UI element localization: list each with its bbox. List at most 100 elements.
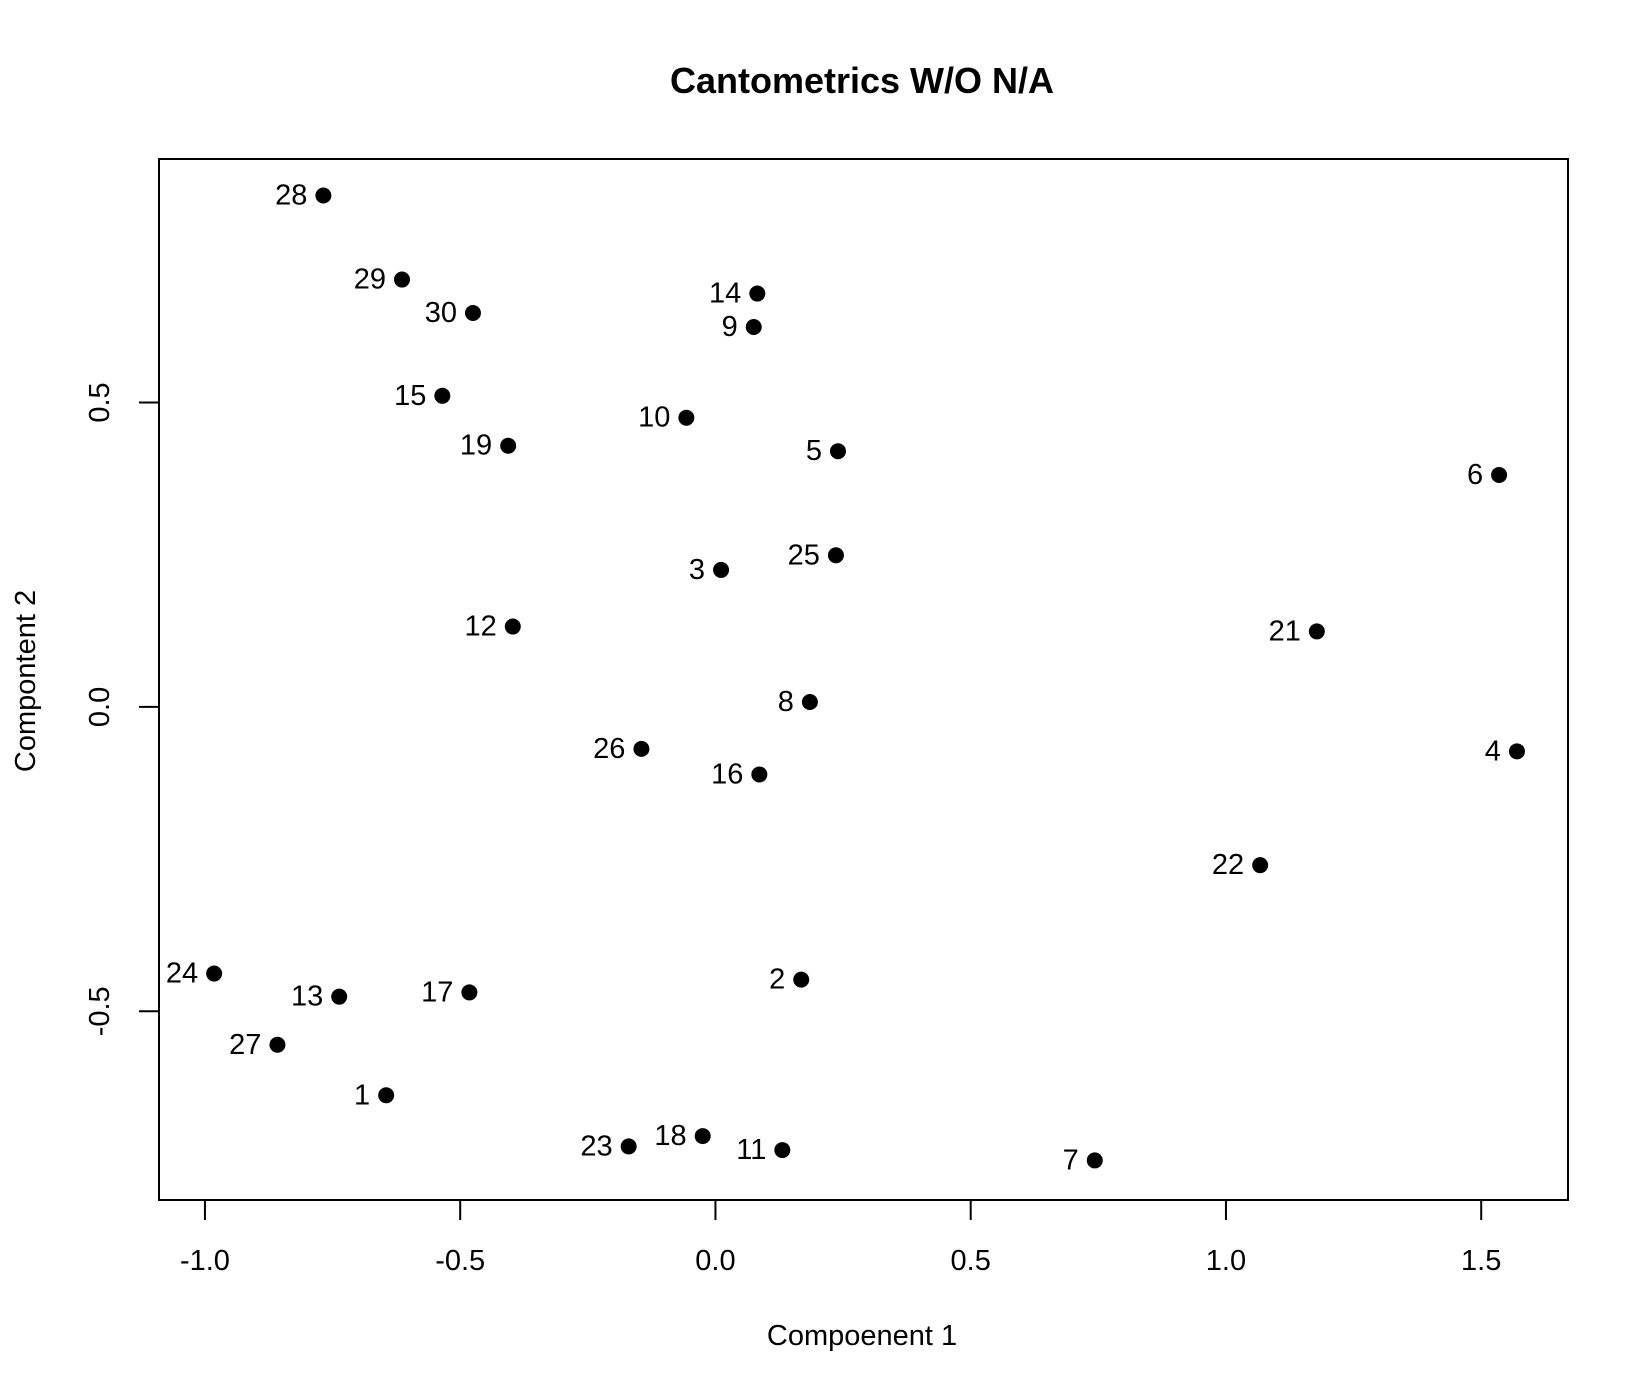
point-label: 29 (354, 264, 386, 296)
x-tick-label: 1.0 (1206, 1245, 1246, 1277)
point-label: 3 (689, 554, 705, 586)
point-label: 21 (1269, 615, 1301, 647)
point-label: 2 (769, 964, 785, 996)
point-label: 25 (788, 539, 820, 571)
data-point: 22 (1212, 849, 1269, 881)
point-label: 1 (354, 1079, 370, 1111)
point-marker (378, 1087, 395, 1104)
point-label: 17 (421, 976, 453, 1008)
x-tick-label: 0.5 (951, 1245, 991, 1277)
y-tick-label: 0.5 (84, 382, 116, 422)
point-marker (633, 740, 650, 757)
data-point: 7 (1063, 1144, 1103, 1176)
point-label: 10 (638, 402, 670, 434)
point-marker (504, 618, 521, 635)
point-label: 13 (291, 981, 323, 1013)
x-axis: -1.0 -0.5 0.0 0.5 1.0 1.5 (180, 1199, 1501, 1277)
data-points: 1234567891011121314151617181921222324252… (166, 180, 1525, 1176)
point-marker (827, 547, 844, 564)
point-label: 28 (275, 180, 307, 212)
point-marker (434, 387, 451, 404)
y-axis: -0.5 0.0 0.5 (84, 382, 160, 1036)
point-marker (464, 305, 481, 322)
point-marker (500, 437, 517, 454)
data-point: 14 (709, 278, 766, 310)
y-tick-label: 0.0 (84, 687, 116, 727)
data-point: 9 (722, 311, 762, 343)
point-marker (801, 694, 818, 711)
point-label: 19 (460, 430, 492, 462)
point-marker (620, 1138, 637, 1155)
x-tick-label: -0.5 (435, 1245, 485, 1277)
data-point: 10 (638, 402, 695, 434)
data-point: 16 (711, 758, 768, 790)
point-label: 30 (425, 297, 457, 329)
point-label: 11 (736, 1134, 766, 1166)
point-marker (745, 319, 762, 336)
data-point: 29 (354, 264, 411, 296)
point-marker (694, 1128, 711, 1145)
point-marker (1308, 623, 1325, 640)
data-point: 26 (593, 733, 650, 765)
data-point: 1 (354, 1079, 395, 1111)
point-marker (1086, 1152, 1103, 1169)
point-marker (774, 1142, 791, 1159)
point-label: 9 (722, 311, 738, 343)
point-marker (1252, 857, 1269, 874)
plot-frame (158, 158, 1569, 1201)
data-point: 23 (580, 1130, 637, 1162)
point-label: 23 (580, 1130, 612, 1162)
point-label: 24 (166, 958, 198, 990)
data-point: 4 (1485, 735, 1525, 767)
data-point: 24 (166, 958, 223, 990)
point-marker (678, 409, 695, 426)
data-point: 18 (654, 1120, 711, 1152)
data-point: 15 (394, 380, 451, 412)
data-point: 3 (689, 554, 730, 586)
data-point: 13 (291, 981, 348, 1013)
x-tick-label: -1.0 (180, 1245, 230, 1277)
point-label: 26 (593, 733, 625, 765)
data-point: 6 (1467, 459, 1508, 491)
point-label: 8 (778, 686, 794, 718)
point-label: 6 (1467, 459, 1483, 491)
point-marker (206, 965, 223, 982)
point-label: 16 (711, 758, 743, 790)
point-label: 22 (1212, 849, 1244, 881)
point-label: 12 (465, 611, 497, 643)
point-marker (829, 443, 846, 460)
data-point: 17 (421, 976, 478, 1008)
point-marker (713, 561, 730, 578)
data-point: 12 (465, 611, 521, 643)
data-point: 5 (806, 435, 846, 467)
data-point: 2 (769, 964, 810, 996)
point-marker (749, 285, 766, 302)
x-tick-label: 0.0 (695, 1245, 735, 1277)
data-point: 30 (425, 297, 481, 329)
point-label: 14 (709, 278, 741, 310)
point-label: 27 (229, 1029, 261, 1061)
point-marker (793, 971, 810, 988)
x-axis-label: Compoenent 1 (767, 1320, 957, 1352)
point-label: 4 (1485, 735, 1501, 767)
point-label: 18 (654, 1120, 686, 1152)
point-marker (269, 1036, 286, 1053)
point-marker (751, 766, 768, 783)
chart-title: Cantometrics W/O N/A (670, 60, 1054, 101)
data-point: 27 (229, 1029, 286, 1061)
data-point: 19 (460, 430, 517, 462)
point-marker (331, 988, 348, 1005)
point-marker (1508, 743, 1525, 760)
data-point: 21 (1269, 615, 1325, 647)
data-point: 8 (778, 686, 818, 718)
x-tick-label: 1.5 (1461, 1245, 1501, 1277)
y-tick-label: -0.5 (84, 986, 116, 1036)
point-marker (394, 271, 411, 288)
y-axis-label: Compontent 2 (10, 590, 42, 772)
point-marker (315, 187, 332, 204)
point-marker (461, 984, 478, 1001)
point-marker (1491, 466, 1508, 483)
data-point: 25 (788, 539, 844, 571)
